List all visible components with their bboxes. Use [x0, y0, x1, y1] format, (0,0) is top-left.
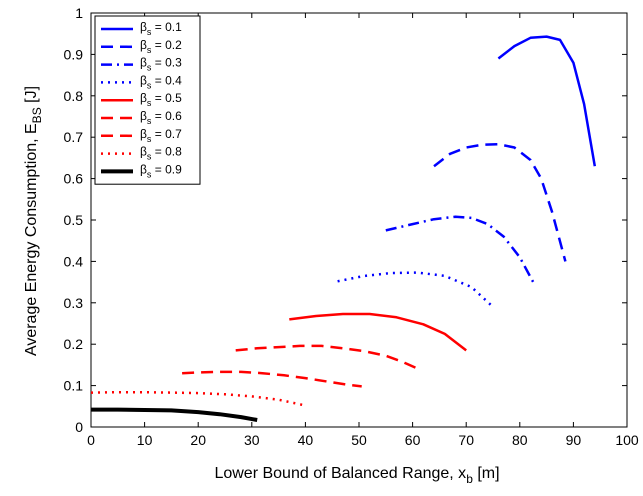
series-line-5 — [289, 312, 467, 352]
y-tick-label: 0.1 — [64, 378, 84, 394]
y-axis-label-unit: [J] — [23, 86, 40, 107]
legend-label-equals: = — [151, 145, 165, 159]
legend-label-value: 0.3 — [165, 56, 182, 70]
x-axis-label-unit: [m] — [473, 465, 500, 482]
legend-label-subscript: s — [147, 152, 152, 162]
series-line-4 — [337, 271, 494, 308]
x-axis-label: Lower Bound of Balanced Range, xb [m] — [214, 465, 499, 486]
y-tick-label: 0.8 — [64, 88, 84, 104]
legend-label-value: 0.9 — [165, 162, 182, 176]
x-tick-label: 20 — [190, 432, 206, 448]
plot-area: 0 10 20 30 40 50 60 70 80 90 100 0 0.1 0.2 0.3 0.4 0.5 0.… — [64, 5, 639, 448]
legend-label-subscript: s — [147, 98, 152, 108]
x-tick-label: 30 — [244, 432, 260, 448]
legend-label-subscript: s — [147, 80, 152, 90]
legend-label-9: βs = 0.9 — [140, 162, 182, 179]
x-axis-label-main: Lower Bound of Balanced Range, x — [214, 465, 466, 482]
legend-label-symbol: β — [140, 56, 147, 70]
legend-label-value: 0.7 — [165, 127, 182, 141]
legend-label-symbol: β — [140, 20, 147, 34]
y-axis-label-main: Average Energy Consumption, E — [23, 123, 40, 356]
y-tick-label: 0.9 — [64, 46, 84, 62]
x-tick-label: 40 — [298, 432, 314, 448]
legend-label-equals: = — [151, 56, 165, 70]
svg-text:Lower Bound of Balanced Range,: Lower Bound of Balanced Range, xb [m] — [214, 465, 499, 486]
series-line-9 — [91, 407, 258, 422]
legend-label-6: βs = 0.6 — [140, 109, 182, 126]
legend-label-subscript: s — [147, 116, 152, 126]
y-tick-label: 0 — [75, 419, 83, 435]
legend-label-value: 0.1 — [165, 20, 182, 34]
legend-label-equals: = — [151, 38, 165, 52]
y-axis-label: Average Energy Consumption, EBS [J] — [23, 86, 44, 356]
legend-label-value: 0.2 — [165, 38, 182, 52]
y-tick-label: 0.2 — [64, 336, 84, 352]
y-axis-label-sub: BS — [30, 107, 44, 123]
y-tick-label: 0.3 — [64, 295, 84, 311]
legend-label-5: βs = 0.5 — [140, 91, 182, 108]
legend-label-symbol: β — [140, 162, 147, 176]
legend-label-value: 0.8 — [165, 145, 182, 159]
x-tick-label: 80 — [512, 432, 528, 448]
legend-label-subscript: s — [147, 134, 152, 144]
y-tick-label: 0.5 — [64, 212, 84, 228]
legend-label-value: 0.6 — [165, 109, 182, 123]
y-tick-label: 1 — [75, 5, 83, 21]
legend-label-subscript: s — [147, 45, 152, 55]
legend-label-3: βs = 0.3 — [140, 56, 182, 73]
x-tick-label: 60 — [405, 432, 421, 448]
x-tick-label: 10 — [137, 432, 153, 448]
series-line-3 — [385, 215, 535, 283]
y-tick-label: 0.4 — [64, 253, 84, 269]
series-line-2 — [433, 142, 567, 262]
x-tick-label: 90 — [566, 432, 582, 448]
legend-label-1: βs = 0.1 — [140, 20, 182, 37]
legend-label-subscript: s — [147, 169, 152, 179]
svg-text:Average Energy Consumption, EB: Average Energy Consumption, EBS [J] — [23, 86, 44, 356]
legend-label-value: 0.4 — [165, 73, 182, 87]
legend-label-symbol: β — [140, 73, 147, 87]
series-line-7 — [182, 370, 362, 388]
x-axis-label-sub: b — [466, 472, 473, 486]
legend-label-equals: = — [151, 127, 165, 141]
legend-label-symbol: β — [140, 109, 147, 123]
legend-label-equals: = — [151, 73, 165, 87]
x-tick-label: 70 — [458, 432, 474, 448]
legend-label-symbol: β — [140, 127, 147, 141]
legend-label-7: βs = 0.7 — [140, 127, 182, 144]
legend-label-equals: = — [151, 20, 165, 34]
y-tick-label: 0.6 — [64, 171, 84, 187]
series-line-6 — [235, 344, 422, 372]
legend-label-4: βs = 0.4 — [140, 73, 182, 90]
legend-label-equals: = — [151, 91, 165, 105]
legend-label-value: 0.5 — [165, 91, 182, 105]
legend: βs = 0.1βs = 0.2βs = 0.3βs = 0.4βs = 0.5… — [94, 15, 201, 185]
series-line-8 — [90, 390, 306, 407]
legend-label-subscript: s — [147, 63, 152, 73]
x-tick-label: 0 — [87, 432, 95, 448]
series-line-1 — [497, 35, 597, 167]
legend-label-subscript: s — [147, 27, 152, 37]
legend-label-equals: = — [151, 162, 165, 176]
y-tick-label: 0.7 — [64, 129, 84, 145]
legend-label-equals: = — [151, 109, 165, 123]
legend-label-8: βs = 0.8 — [140, 145, 182, 162]
legend-label-symbol: β — [140, 38, 147, 52]
legend-label-symbol: β — [140, 145, 147, 159]
x-tick-label: 100 — [615, 432, 639, 448]
x-tick-label: 50 — [351, 432, 367, 448]
legend-label-2: βs = 0.2 — [140, 38, 182, 55]
legend-label-symbol: β — [140, 91, 147, 105]
